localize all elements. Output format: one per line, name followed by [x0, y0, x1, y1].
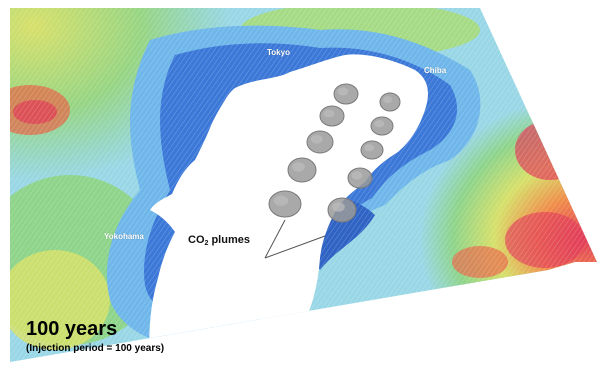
co2-plume-highlight [383, 96, 392, 104]
elapsed-time-title: 100 years [26, 318, 118, 340]
plume-leader-line-a [264, 219, 286, 259]
chiba-label: Chiba [424, 66, 447, 75]
co2-plumes-label: CO2 plumes [188, 234, 250, 247]
co2-plume-highlight [337, 87, 349, 96]
yokohama-label: Yokohama [104, 232, 144, 241]
injection-period-note: (Injection period = 100 years) [26, 343, 165, 354]
co2-plume-highlight [273, 195, 289, 206]
plume-leader-line-b [264, 235, 326, 259]
co2-plume-highlight [323, 109, 335, 118]
co2-plume-highlight [292, 162, 305, 172]
co2-plume-highlight [310, 134, 323, 144]
co2-plume-highlight [374, 120, 385, 128]
co2-plume-highlight [351, 171, 363, 180]
co2-plume-highlight [364, 144, 375, 152]
tokyo-label: Tokyo [267, 48, 290, 57]
co2-plumes-group [268, 83, 401, 223]
co2-plume-highlight [332, 202, 345, 212]
